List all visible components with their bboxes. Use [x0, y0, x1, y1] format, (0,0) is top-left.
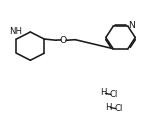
- Text: H: H: [100, 88, 107, 97]
- Text: Cl: Cl: [109, 90, 118, 99]
- Text: O: O: [60, 36, 67, 45]
- Text: Cl: Cl: [114, 104, 123, 114]
- Text: H: H: [105, 102, 112, 112]
- Text: N: N: [128, 21, 135, 30]
- Text: NH: NH: [9, 27, 22, 36]
